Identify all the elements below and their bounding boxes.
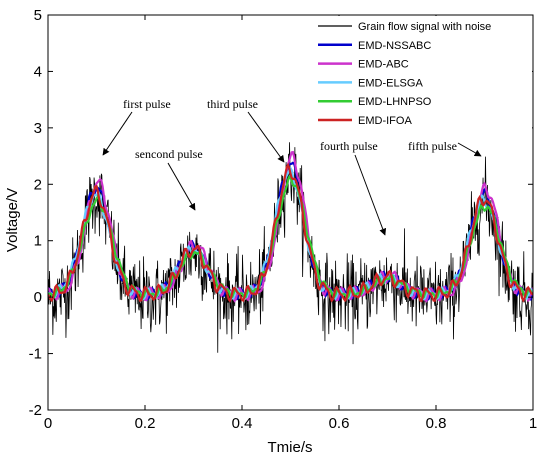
x-axis-label: Tmie/s bbox=[268, 439, 313, 456]
y-tick-label: -2 bbox=[29, 402, 42, 419]
y-tick-label: 1 bbox=[34, 233, 42, 250]
legend-entry: EMD-LHNPSO bbox=[358, 96, 432, 108]
series-emd-ifoa bbox=[48, 162, 533, 303]
annotation-arrow bbox=[102, 111, 133, 156]
x-tick-label: 0 bbox=[44, 415, 52, 432]
plot-area bbox=[48, 142, 533, 353]
legend-entry: Grain flow signal with noise bbox=[358, 21, 491, 33]
legend-entry: EMD-ELSGA bbox=[358, 77, 423, 89]
x-tick-label: 0.2 bbox=[135, 415, 156, 432]
annotation-label: sencond pulse bbox=[135, 147, 203, 161]
legend-entry: EMD-ABC bbox=[358, 59, 409, 71]
y-tick-label: 5 bbox=[34, 7, 42, 24]
legend-entry: EMD-IFOA bbox=[358, 115, 412, 127]
x-tick-label: 0.8 bbox=[426, 415, 447, 432]
annotation-arrow bbox=[354, 154, 387, 236]
y-tick-label: -1 bbox=[29, 346, 42, 363]
annotation-label: fourth pulse bbox=[320, 139, 378, 153]
legend: Grain flow signal with noise EMD-NSSABC EM… bbox=[314, 16, 532, 129]
annotation-label: third pulse bbox=[207, 97, 258, 111]
plot-frame bbox=[47, 14, 534, 411]
annotation-label: fifth pulse bbox=[408, 139, 457, 153]
x-tick-label: 0.6 bbox=[329, 415, 350, 432]
annotation-label: first pulse bbox=[123, 97, 171, 111]
x-tick-label: 1 bbox=[529, 415, 537, 432]
y-axis-label: Voltage/V bbox=[4, 188, 21, 252]
annotation-arrow bbox=[247, 111, 285, 163]
x-tick-label: 0.4 bbox=[232, 415, 253, 432]
annotation-arrow bbox=[167, 162, 196, 211]
y-tick-label: 2 bbox=[34, 176, 42, 193]
y-tick-label: 3 bbox=[34, 120, 42, 137]
legend-entry: EMD-NSSABC bbox=[358, 40, 431, 52]
y-tick-label: 4 bbox=[34, 63, 42, 80]
annotation-arrow bbox=[457, 142, 482, 157]
y-tick-label: 0 bbox=[34, 289, 42, 306]
